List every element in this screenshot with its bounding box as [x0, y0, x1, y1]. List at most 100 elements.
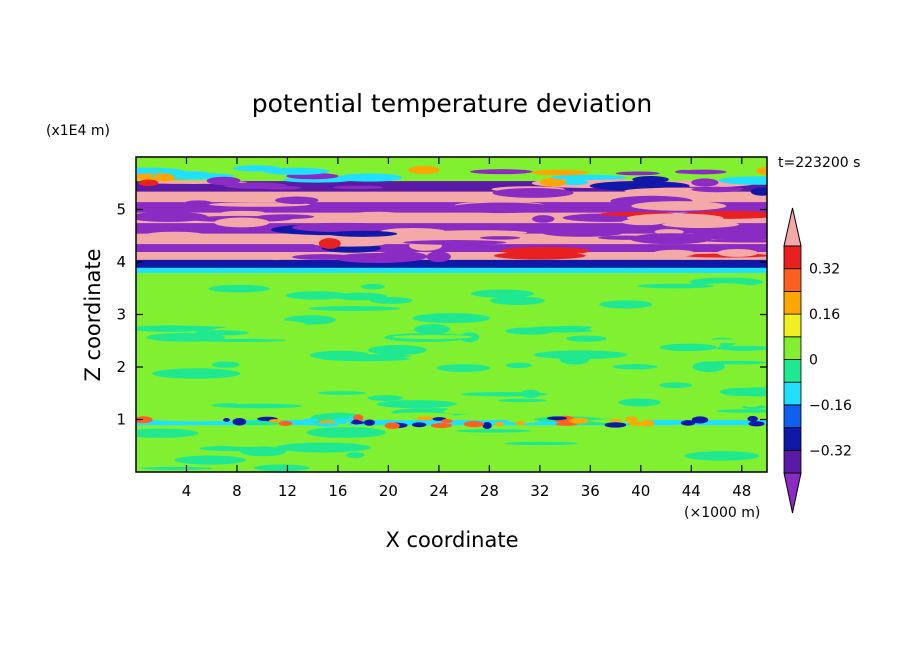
contour-patch: [138, 395, 184, 399]
contour-patch: [479, 236, 521, 240]
contour-patch: [542, 229, 623, 237]
contour-patch: [360, 283, 385, 290]
contour-patch: [332, 292, 388, 301]
colorbar-tick-label: 0: [809, 353, 818, 369]
contour-patch: [505, 362, 532, 368]
contour-patch: [194, 330, 249, 336]
contour-patch: [674, 431, 762, 437]
plot-area: [136, 157, 767, 472]
x-tick-label: 40: [631, 482, 650, 500]
contour-patch: [206, 176, 241, 186]
contour-patch: [512, 315, 587, 327]
colorbar-box: [783, 404, 802, 428]
colorbar-box: [783, 313, 802, 338]
contour-patch: [492, 187, 574, 198]
contour-patch: [632, 176, 669, 183]
contour-patch: [346, 452, 365, 459]
contour-patch: [558, 391, 589, 401]
x-axis-ticks: 4 8 12 16 20 24 28 32 36 40 44 48: [182, 157, 751, 500]
contour-patch: [274, 196, 319, 205]
contour-patch: [520, 389, 541, 398]
contour-patch: [292, 222, 393, 233]
contour-patch: [262, 167, 330, 175]
contour-patch: [718, 176, 767, 185]
colorbar-tick-label: 0.32: [809, 262, 840, 278]
x-tick-label: 4: [182, 482, 192, 500]
contour-patch: [546, 416, 568, 421]
contour-patch: [325, 462, 400, 472]
contour-patch: [697, 426, 767, 432]
contour-patch: [174, 455, 246, 465]
colorbar-tick-label: −0.32: [809, 443, 852, 459]
contour-patch: [717, 248, 758, 257]
contour-patch: [332, 185, 384, 190]
contour-patch: [292, 254, 354, 260]
contour-patch: [211, 436, 282, 448]
colorbar-extend-bottom: [783, 472, 802, 514]
contour-patch: [140, 466, 213, 470]
contour-patch: [136, 211, 208, 222]
contour-patch: [469, 169, 533, 175]
contour-patch: [249, 320, 306, 330]
contour-patch: [498, 398, 548, 403]
contour-patch: [594, 391, 687, 400]
contour-patch: [436, 364, 491, 372]
contour-patch: [631, 201, 727, 211]
contour-patch: [368, 345, 427, 356]
contour-patch: [719, 387, 762, 396]
contour-patch: [392, 334, 473, 340]
contour-patch: [589, 324, 656, 334]
contour-patch: [541, 309, 631, 313]
contour-patch: [599, 300, 653, 309]
contour-band: [136, 191, 767, 203]
contour-patch: [637, 283, 714, 289]
contour-patch: [561, 179, 589, 186]
contour-patch: [615, 171, 660, 176]
contour-patch: [410, 436, 462, 442]
contour-patch: [317, 391, 366, 395]
y-axis-label: Z coordinate: [81, 248, 105, 381]
contour-patch: [146, 292, 191, 297]
contour-patch: [306, 427, 386, 438]
contour-patch: [482, 421, 492, 430]
contour-patch: [641, 419, 655, 427]
colorbar-box: [783, 245, 802, 270]
contour-patch: [190, 393, 213, 397]
contour-patch: [297, 365, 363, 373]
colorbar-box: [783, 449, 802, 474]
time-label: t=223200 s: [778, 155, 860, 171]
contour-patch: [269, 419, 282, 423]
contour-patch: [384, 422, 400, 429]
contour-band: [136, 222, 767, 234]
x-tick-label: 48: [732, 482, 751, 500]
colorbar-extend-top: [783, 207, 802, 247]
contour-patch: [552, 370, 590, 382]
contour-patch: [663, 424, 699, 436]
contour-patch: [259, 186, 302, 190]
contour-patch: [367, 395, 404, 401]
colorbar: 0.32 0.16 0 −0.16 −0.32: [783, 207, 852, 514]
contour-patch: [147, 231, 203, 238]
contour-patch: [604, 422, 627, 428]
contour-patch: [217, 403, 303, 409]
y-tick-label: 1: [116, 411, 126, 429]
contour-patch: [606, 439, 632, 448]
contour-patch: [550, 174, 627, 180]
contour-patch: [208, 284, 270, 293]
contour-patch: [715, 409, 767, 413]
x-axis-label: X coordinate: [385, 528, 518, 552]
y-tick-label: 5: [116, 201, 126, 219]
x-tick-label: 20: [379, 482, 398, 500]
contour-patch: [505, 327, 555, 335]
contour-patch: [750, 187, 767, 196]
contour-patch: [285, 291, 349, 300]
contour-patch: [494, 422, 504, 427]
contour-patch: [408, 165, 440, 174]
contour-patch: [152, 368, 241, 379]
contour-patch: [685, 231, 767, 240]
contour-patch: [565, 335, 607, 342]
contour-patch: [136, 428, 199, 438]
contour-patch: [281, 284, 374, 292]
contour-patch: [675, 169, 695, 174]
contour-patch: [625, 416, 638, 422]
